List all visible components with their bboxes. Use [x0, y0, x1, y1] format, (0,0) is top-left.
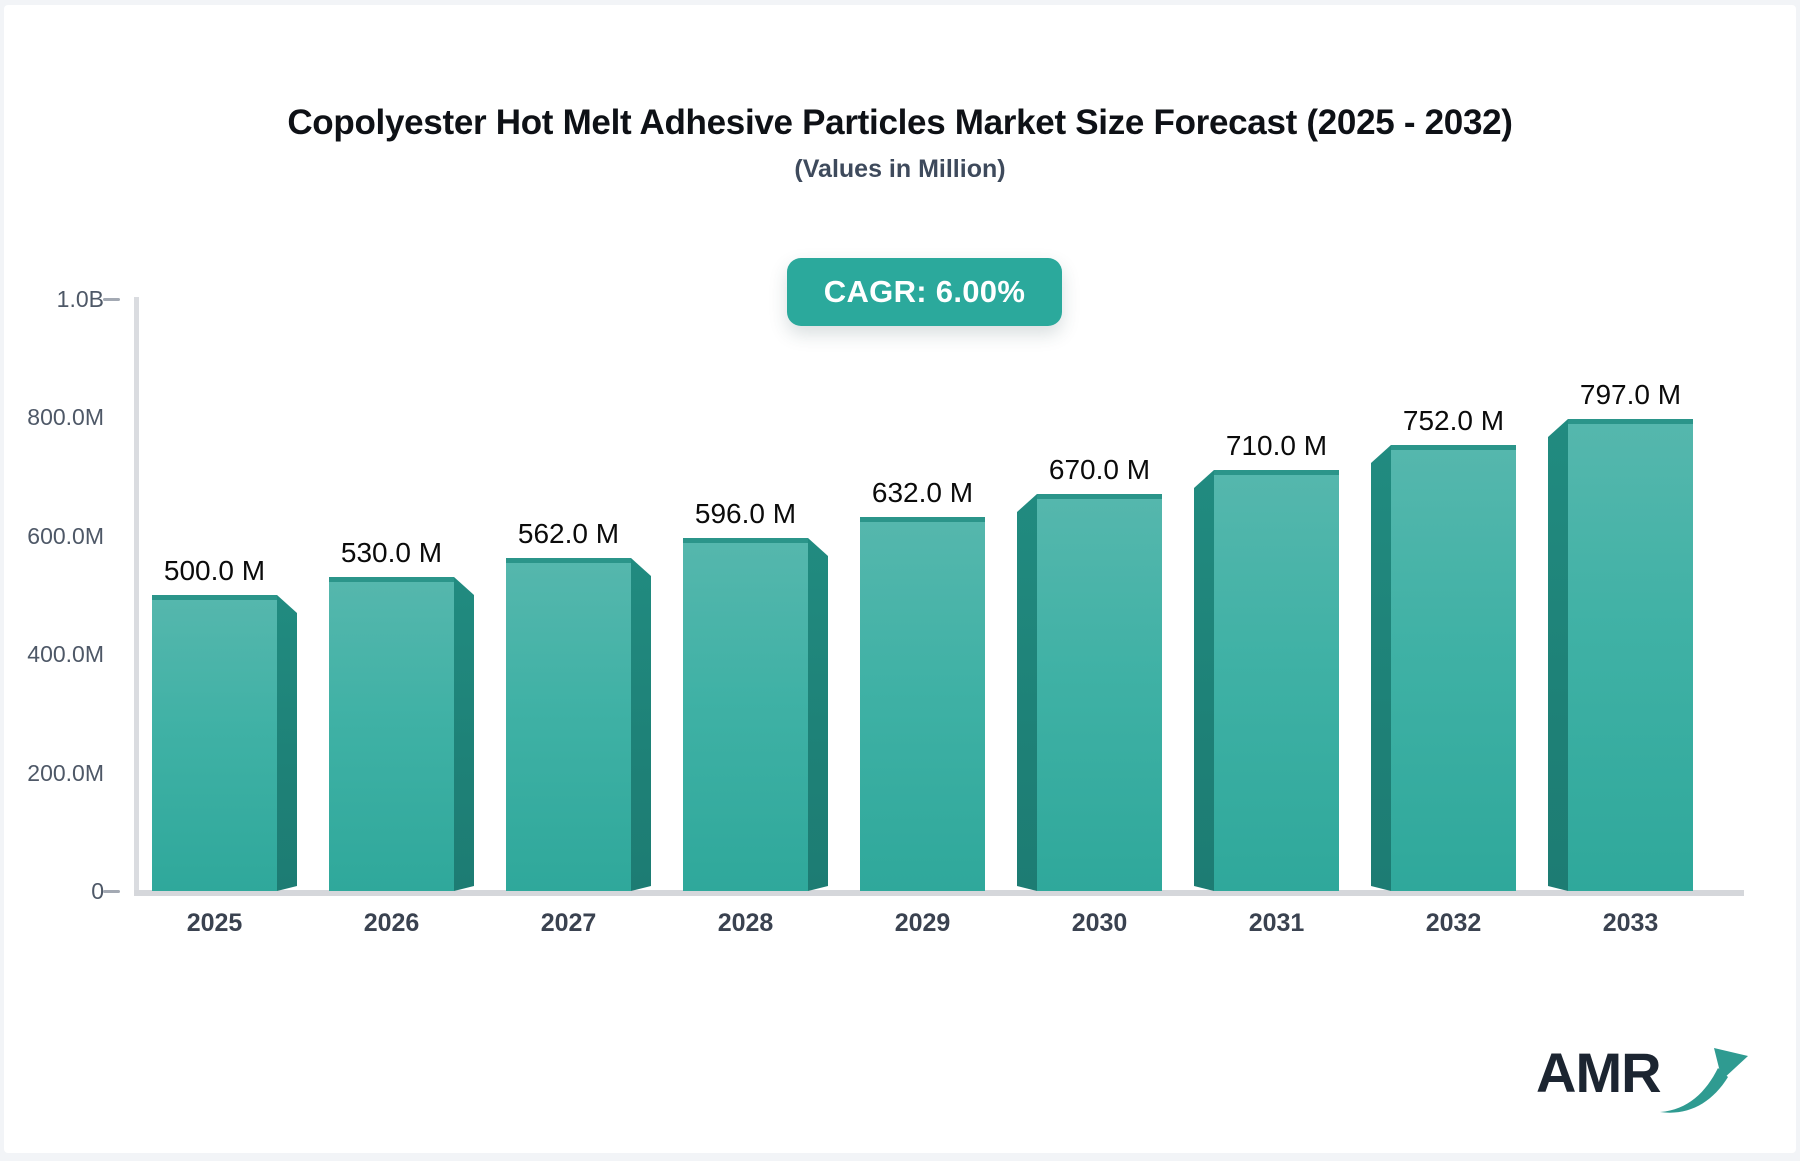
y-axis-tick-label: 1.0B	[4, 286, 104, 312]
amr-logo-text: AMR	[1536, 1040, 1661, 1105]
bar-value-label: 500.0 M	[130, 555, 300, 587]
bar-value-label: 797.0 M	[1546, 379, 1716, 411]
amr-logo: AMR	[1536, 1040, 1776, 1130]
bar-2030[interactable]	[1037, 494, 1162, 891]
x-axis-label-2031: 2031	[1207, 909, 1347, 938]
bar-value-label: 752.0 M	[1369, 405, 1539, 437]
bar-side-2025	[277, 595, 297, 891]
bar-2032[interactable]	[1391, 445, 1516, 891]
bar-value-label: 710.0 M	[1192, 430, 1362, 462]
bar-2026[interactable]	[329, 577, 454, 891]
bar-value-label: 530.0 M	[307, 537, 477, 569]
x-axis-label-2033: 2033	[1561, 909, 1701, 938]
bar-side-2030	[1017, 494, 1037, 891]
bar-2029[interactable]	[860, 517, 985, 891]
y-axis-tick	[103, 890, 120, 893]
x-axis-label-2028: 2028	[676, 909, 816, 938]
bar-value-label: 596.0 M	[661, 498, 831, 530]
bar-side-2033	[1548, 419, 1568, 891]
y-axis-line	[134, 297, 139, 891]
bar-2031[interactable]	[1214, 470, 1339, 891]
chart-card: Copolyester Hot Melt Adhesive Particles …	[4, 5, 1796, 1153]
bar-value-label: 562.0 M	[484, 518, 654, 550]
bar-side-2027	[631, 558, 651, 891]
y-axis-tick-label: 200.0M	[4, 760, 104, 786]
growth-arrow-icon	[1658, 1046, 1750, 1120]
x-axis-label-2026: 2026	[322, 909, 462, 938]
y-axis-tick	[103, 298, 120, 301]
bar-value-label: 670.0 M	[1015, 454, 1185, 486]
x-axis-label-2027: 2027	[499, 909, 639, 938]
x-axis-label-2025: 2025	[145, 909, 285, 938]
y-axis-tick-label: 800.0M	[4, 404, 104, 430]
bar-value-label: 632.0 M	[838, 477, 1008, 509]
bar-2027[interactable]	[506, 558, 631, 891]
bar-2028[interactable]	[683, 538, 808, 891]
bar-side-2032	[1371, 445, 1391, 891]
bar-2025[interactable]	[152, 595, 277, 891]
bar-chart: 1.0B 800.0M 600.0M 400.0M 200.0M 0 500.0 M 2025…	[4, 5, 1800, 1161]
x-axis-label-2030: 2030	[1030, 909, 1170, 938]
bar-side-2031	[1194, 470, 1214, 891]
y-axis-tick-label: 600.0M	[4, 523, 104, 549]
x-axis-label-2029: 2029	[853, 909, 993, 938]
y-axis-tick-label: 0	[4, 878, 104, 904]
bar-side-2026	[454, 577, 474, 891]
bar-side-2028	[808, 538, 828, 891]
bar-2033[interactable]	[1568, 419, 1693, 891]
y-axis-tick-label: 400.0M	[4, 641, 104, 667]
x-axis-label-2032: 2032	[1384, 909, 1524, 938]
